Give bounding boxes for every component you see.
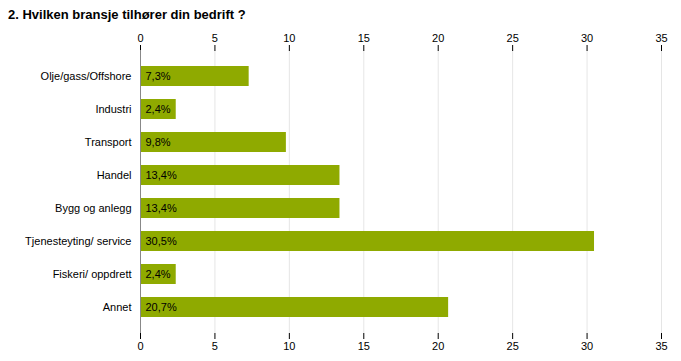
- svg-text:13,4%: 13,4%: [146, 202, 177, 214]
- svg-text:15: 15: [358, 340, 370, 352]
- svg-text:0: 0: [137, 340, 143, 352]
- svg-text:5: 5: [212, 340, 218, 352]
- html-text:2. Hvilken bransje tilhører di: 2. Hvilken bransje tilhører din bedrift …: [8, 7, 246, 22]
- svg-text:10: 10: [283, 340, 295, 352]
- svg-text:20: 20: [432, 32, 444, 44]
- svg-text:30,5%: 30,5%: [146, 235, 177, 247]
- svg-text:Annet: Annet: [103, 301, 132, 313]
- svg-text:13,4%: 13,4%: [146, 169, 177, 181]
- svg-text:0: 0: [137, 32, 143, 44]
- svg-text:35: 35: [655, 32, 667, 44]
- svg-text:5: 5: [212, 32, 218, 44]
- svg-text:20,7%: 20,7%: [146, 301, 177, 313]
- svg-text:35: 35: [655, 340, 667, 352]
- svg-text:2,4%: 2,4%: [146, 103, 171, 115]
- svg-text:Tjenesteyting/ service: Tjenesteyting/ service: [25, 235, 131, 247]
- svg-text:Olje/gass/Offshore: Olje/gass/Offshore: [41, 70, 132, 82]
- svg-text:Handel: Handel: [97, 169, 132, 181]
- svg-text:Bygg og anlegg: Bygg og anlegg: [55, 202, 131, 214]
- svg-text:10: 10: [283, 32, 295, 44]
- svg-text:9,8%: 9,8%: [146, 136, 171, 148]
- svg-text:2,4%: 2,4%: [146, 268, 171, 280]
- svg-text:30: 30: [581, 32, 593, 44]
- svg-text:25: 25: [507, 32, 519, 44]
- svg-text:30: 30: [581, 340, 593, 352]
- svg-text:Transport: Transport: [85, 136, 132, 148]
- svg-text:25: 25: [507, 340, 519, 352]
- svg-text:Industri: Industri: [95, 103, 131, 115]
- svg-text:20: 20: [432, 340, 444, 352]
- svg-text:15: 15: [358, 32, 370, 44]
- svg-text:7,3%: 7,3%: [146, 70, 171, 82]
- svg-text:Fiskeri/ oppdrett: Fiskeri/ oppdrett: [53, 268, 132, 280]
